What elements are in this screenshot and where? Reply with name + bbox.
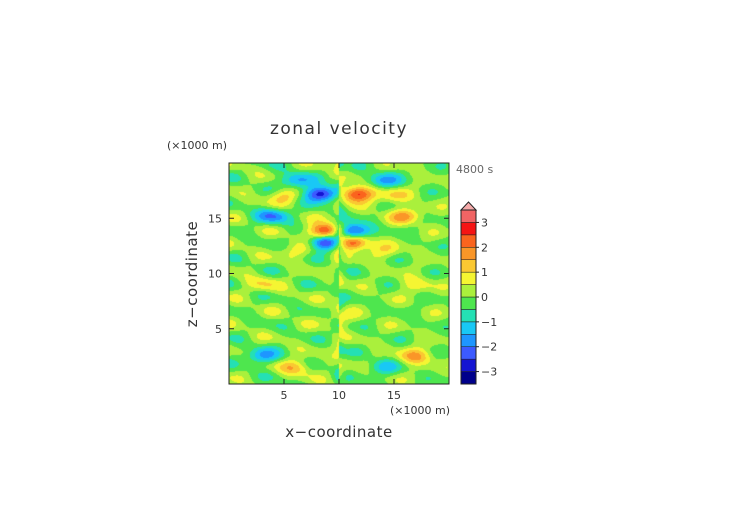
x-tick-label-0: 5 bbox=[281, 389, 288, 402]
x-ticks: 5 10 15 bbox=[281, 163, 401, 402]
colorbar-tick-label-4: −1 bbox=[481, 316, 497, 329]
colorbar-swatch-3 bbox=[460, 334, 477, 347]
y-ticks: 5 10 15 bbox=[208, 212, 449, 336]
y-tick-label-0: 5 bbox=[215, 323, 222, 336]
colorbar-swatch-7 bbox=[460, 284, 477, 298]
colorbar-tick-label-3: 0 bbox=[481, 291, 488, 304]
colorbar-swatch-5 bbox=[460, 309, 477, 323]
y-tick-label-2: 15 bbox=[208, 212, 222, 225]
x-unit-label: (×1000 m) bbox=[390, 404, 450, 417]
colorbar-tick-label-5: −2 bbox=[481, 341, 497, 354]
colorbar-swatch-0 bbox=[460, 371, 477, 385]
colorbar-tick-label-1: 2 bbox=[481, 241, 488, 254]
colorbar-swatch-2 bbox=[460, 346, 477, 360]
y-tick-label-1: 10 bbox=[208, 268, 222, 281]
colorbar-swatch-9 bbox=[460, 259, 477, 273]
time-label: 4800 s bbox=[456, 163, 493, 176]
colorbar-swatch-4 bbox=[460, 321, 477, 335]
colorbar-swatch-8 bbox=[460, 271, 477, 285]
x-axis-label: x−coordinate bbox=[285, 423, 392, 441]
y-unit-label: (×1000 m) bbox=[167, 139, 227, 152]
colorbar-swatch-1 bbox=[460, 358, 477, 372]
colorbar-tick-label-0: 3 bbox=[481, 216, 488, 229]
colorbar-extend-arrow bbox=[459, 201, 478, 211]
y-axis-label: z−coordinate bbox=[183, 221, 201, 327]
colorbar: 3 2 1 0 −1 −2 −3 bbox=[459, 201, 497, 385]
heatmap-field bbox=[229, 163, 449, 384]
x-tick-label-1: 10 bbox=[332, 389, 346, 402]
x-tick-label-2: 15 bbox=[387, 389, 401, 402]
colorbar-swatch-6 bbox=[460, 296, 477, 310]
colorbar-swatch-11 bbox=[460, 234, 477, 248]
colorbar-tick-label-6: −3 bbox=[481, 366, 497, 379]
chart-title: zonal velocity bbox=[270, 119, 408, 139]
colorbar-swatch-12 bbox=[460, 222, 477, 236]
colorbar-swatch-10 bbox=[460, 247, 477, 260]
colorbar-swatch-13 bbox=[460, 209, 477, 223]
colorbar-tick-label-2: 1 bbox=[481, 266, 488, 279]
plot-area: 5 10 15 5 10 15 bbox=[208, 162, 450, 402]
